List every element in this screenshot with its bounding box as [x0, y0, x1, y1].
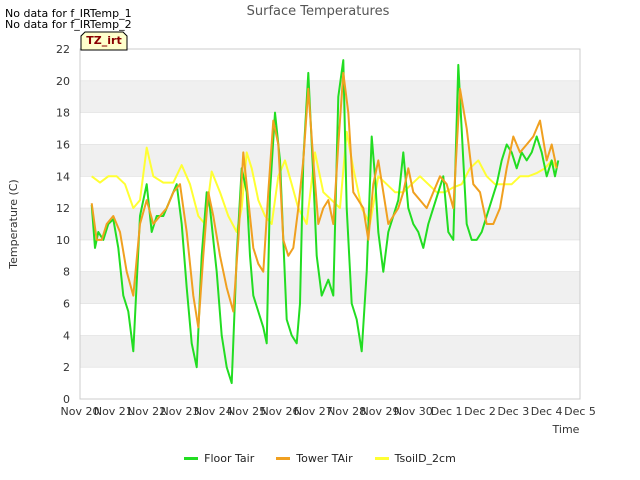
x-tick-label-3: Nov 23	[161, 405, 200, 418]
tz-irt-badge-label: TZ_irt	[86, 34, 122, 47]
legend-swatch-floor	[184, 457, 199, 460]
x-tick-label-5: Nov 25	[227, 405, 266, 418]
legend-item-tsoil: TsoilD_2cm	[374, 452, 456, 465]
tz-irt-badge: TZ_irt	[80, 31, 128, 51]
x-tick-label-13: Dec 3	[497, 405, 529, 418]
no-data-note-2: No data for f_IRTemp_2	[5, 18, 132, 31]
y-tick-label-22: 22	[56, 43, 70, 56]
series-line-tsoil	[91, 130, 558, 233]
x-tick-label-9: Nov 29	[361, 405, 400, 418]
no-data-note-1: No data for f_IRTemp_1	[5, 7, 132, 20]
legend-item-tower-tair: Tower TAir	[276, 452, 353, 465]
x-tick-label-4: Nov 24	[194, 405, 233, 418]
y-tick-label-8: 8	[63, 266, 70, 279]
band-1	[80, 335, 580, 368]
series-line-floor	[90, 59, 560, 385]
x-tick-label-14: Dec 4	[531, 405, 563, 418]
y-tick-label-0: 0	[63, 393, 70, 406]
chart-legend: Floor Tair Tower TAir TsoilD_2cm	[0, 452, 640, 465]
x-tick-label-12: Dec 2	[464, 405, 496, 418]
y-tick-label-2: 2	[63, 361, 70, 374]
x-tick-label-10: Nov 30	[394, 405, 433, 418]
series-layer	[90, 59, 560, 385]
x-tick-label-6: Nov 26	[261, 405, 300, 418]
legend-swatch-tower	[276, 457, 291, 460]
band-7	[80, 144, 580, 177]
legend-swatch-tsoil	[374, 457, 389, 460]
x-tick-label-2: Nov 22	[127, 405, 166, 418]
x-tick-label-7: Nov 27	[294, 405, 333, 418]
legend-label-tower: Tower TAir	[296, 452, 353, 465]
x-tick-label-1: Nov 21	[94, 405, 133, 418]
y-tick-label-10: 10	[56, 234, 70, 247]
y-axis-label: Temperature (C)	[7, 179, 20, 269]
y-tick-label-16: 16	[56, 138, 70, 151]
y-axis-ticks: 0 2 4 6 8 10 12 14 16 18 20 22	[56, 43, 70, 406]
series-line-tower	[90, 71, 558, 329]
y-tick-label-12: 12	[56, 202, 70, 215]
x-tick-label-11: Dec 1	[431, 405, 463, 418]
band-9	[80, 80, 580, 113]
y-tick-label-14: 14	[56, 170, 70, 183]
y-tick-label-20: 20	[56, 75, 70, 88]
legend-item-floor-tair: Floor Tair	[184, 452, 254, 465]
y-tick-label-4: 4	[63, 329, 70, 342]
chart-title: Surface Temperatures	[247, 4, 390, 19]
x-tick-label-15: Dec 5	[564, 405, 596, 418]
y-tick-label-6: 6	[63, 298, 70, 311]
plot-frame	[79, 48, 581, 400]
legend-label-tsoil: TsoilD_2cm	[394, 452, 456, 465]
y-tick-label-18: 18	[56, 107, 70, 120]
x-tick-label-8: Nov 28	[327, 405, 366, 418]
x-tick-label-0: Nov 20	[61, 405, 100, 418]
x-axis-label: Time	[552, 423, 580, 436]
legend-label-floor: Floor Tair	[204, 452, 255, 465]
